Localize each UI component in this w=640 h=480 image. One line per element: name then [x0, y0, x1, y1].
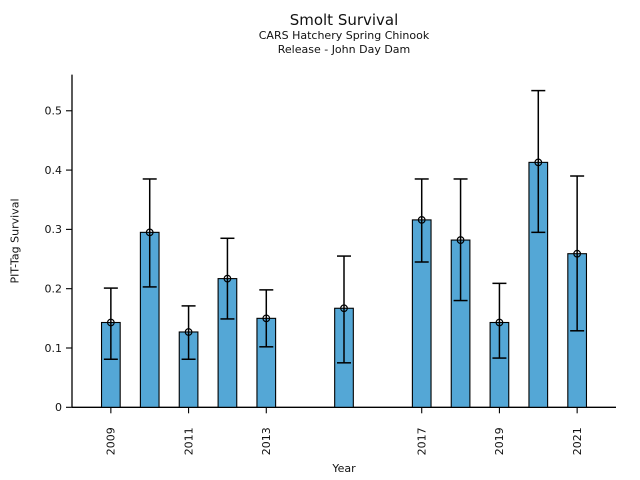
marker-2019: [495, 318, 504, 327]
chart-header: Smolt Survival CARS Hatchery Spring Chin…: [72, 11, 616, 57]
marker-2010: [145, 228, 154, 237]
y-tick-label-0: 0: [55, 401, 62, 414]
chart-subtitle-line2: Release - John Day Dam: [277, 43, 411, 56]
marker-2011: [184, 328, 193, 336]
chart-subtitle-line1: CARS Hatchery Spring Chinook: [258, 29, 430, 42]
y-axis-label: PIT-Tag Survival: [8, 198, 22, 284]
y-tick-label-0.4: 0.4: [45, 164, 63, 177]
marker-2013: [262, 314, 271, 323]
y-tick-label-0.1: 0.1: [45, 342, 63, 355]
chart-title: Smolt Survival: [289, 11, 399, 29]
marker-2015: [340, 304, 348, 313]
y-tick-label-0.5: 0.5: [45, 105, 63, 118]
x-axis-label: Year: [332, 462, 356, 475]
x-tick-label-2017: 2017: [416, 427, 429, 455]
x-tick-label-2011: 2011: [182, 427, 195, 455]
x-tick-label-2009: 2009: [105, 427, 118, 455]
x-tick-label-2019: 2019: [493, 427, 506, 455]
marker-2021: [573, 249, 582, 258]
x-tick-label-2021: 2021: [571, 427, 584, 455]
marker-2020: [534, 158, 543, 167]
x-tick-label-2013: 2013: [260, 427, 273, 455]
marker-2009: [106, 318, 115, 327]
y-tick-label-0.2: 0.2: [45, 282, 63, 295]
marker-2012: [223, 274, 232, 283]
marker-2017: [417, 215, 426, 224]
y-tick-label-0.3: 0.3: [45, 223, 63, 236]
marker-2018: [456, 236, 465, 244]
